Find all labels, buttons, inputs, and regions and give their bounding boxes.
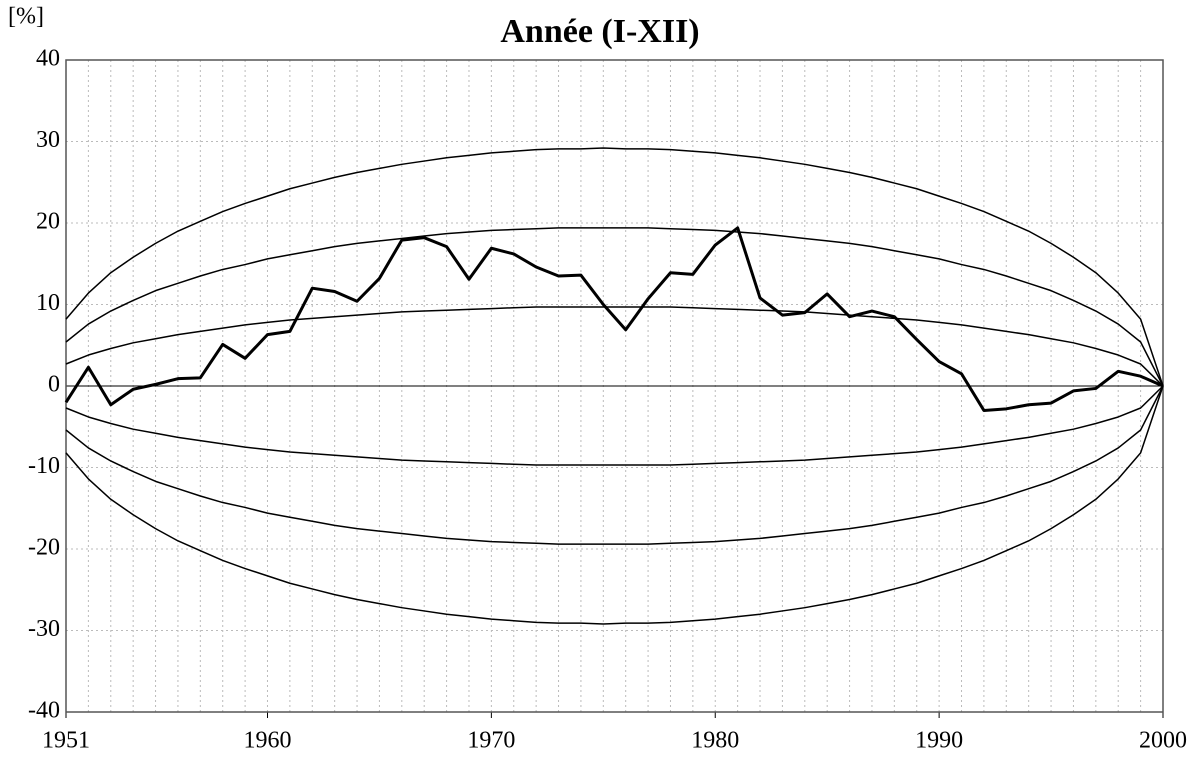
y-tick-label: 0 <box>48 372 60 398</box>
x-tick-label: 1990 <box>915 728 963 754</box>
y-tick-label: -30 <box>28 616 60 642</box>
data-line <box>65 385 1164 466</box>
y-tick-label: 20 <box>36 209 60 235</box>
y-tick-label: 40 <box>36 46 60 72</box>
data-line <box>65 385 1164 545</box>
data-line <box>65 147 1164 387</box>
data-line <box>65 306 1164 387</box>
y-axis-label: [%] <box>8 4 44 30</box>
x-tick-label: 1970 <box>467 728 515 754</box>
y-tick-label: -20 <box>28 535 60 561</box>
x-tick-label: 1960 <box>243 728 291 754</box>
x-tick-label: 1980 <box>691 728 739 754</box>
y-tick-label: 30 <box>36 127 60 153</box>
x-tick-label: 1951 <box>42 728 90 754</box>
data-line <box>64 226 1164 412</box>
chart-title: Année (I-XII) <box>500 13 699 50</box>
y-tick-label: -40 <box>28 698 60 724</box>
data-line <box>65 227 1164 387</box>
x-tick-label: 2000 <box>1139 728 1187 754</box>
y-tick-label: -10 <box>28 453 60 479</box>
y-tick-label: 10 <box>36 290 60 316</box>
data-line <box>65 385 1164 625</box>
